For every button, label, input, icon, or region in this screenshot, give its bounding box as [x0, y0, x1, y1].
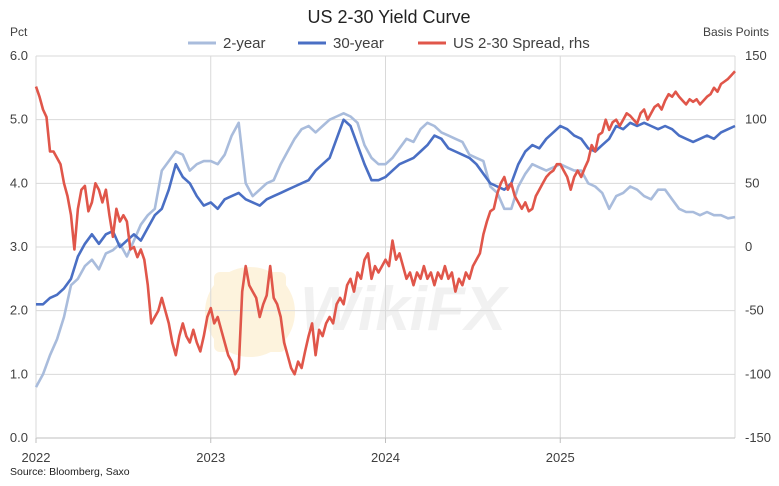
left-y-tick-label: 4.0 — [10, 175, 28, 190]
left-axis-label: Pct — [10, 25, 28, 39]
ticks-layer: 0.0 1.0 2.0 3.0 4.0 5.0 6.0 -150 -100 -50 0 50 100 15… — [10, 48, 771, 465]
x-tick-label: 2025 — [546, 450, 575, 465]
left-y-tick-label: 2.0 — [10, 303, 28, 318]
right-y-tick-label: -100 — [745, 366, 771, 381]
legend-label-2-year: 2-year — [223, 35, 266, 52]
right-y-tick-label: 100 — [745, 112, 767, 127]
watermark: WikiFX — [205, 267, 510, 357]
series-layer — [34, 70, 736, 388]
watermark-text: WikiFX — [300, 275, 510, 344]
legend-label-us-2-30-spread: US 2-30 Spread, rhs — [453, 35, 590, 52]
right-axis-label: Basis Points — [703, 25, 769, 39]
right-y-tick-label: -150 — [745, 430, 771, 445]
source-note: Source: Bloomberg, Saxo — [10, 466, 130, 478]
right-y-tick-label: 0 — [745, 239, 752, 254]
right-y-tick-label: 50 — [745, 175, 759, 190]
left-y-tick-label: 3.0 — [10, 239, 28, 254]
left-y-tick-label: 0.0 — [10, 430, 28, 445]
x-tick-label: 2023 — [196, 450, 225, 465]
x-tick-label: 2022 — [22, 450, 51, 465]
right-y-tick-label: 150 — [745, 48, 767, 63]
left-y-tick-label: 1.0 — [10, 366, 28, 381]
legend-label-30-year: 30-year — [333, 35, 384, 52]
chart-title: US 2-30 Yield Curve — [307, 7, 470, 27]
left-y-tick-label: 6.0 — [10, 48, 28, 63]
grid-layer — [35, 55, 736, 443]
left-y-tick-label: 5.0 — [10, 112, 28, 127]
x-tick-label: 2024 — [371, 450, 400, 465]
us-2-30-spread-line — [34, 70, 736, 376]
right-y-tick-label: -50 — [745, 303, 764, 318]
legend: 2-year 30-year US 2-30 Spread, rhs — [188, 35, 590, 52]
30-year-line — [36, 118, 736, 306]
2-year-line — [34, 112, 736, 388]
